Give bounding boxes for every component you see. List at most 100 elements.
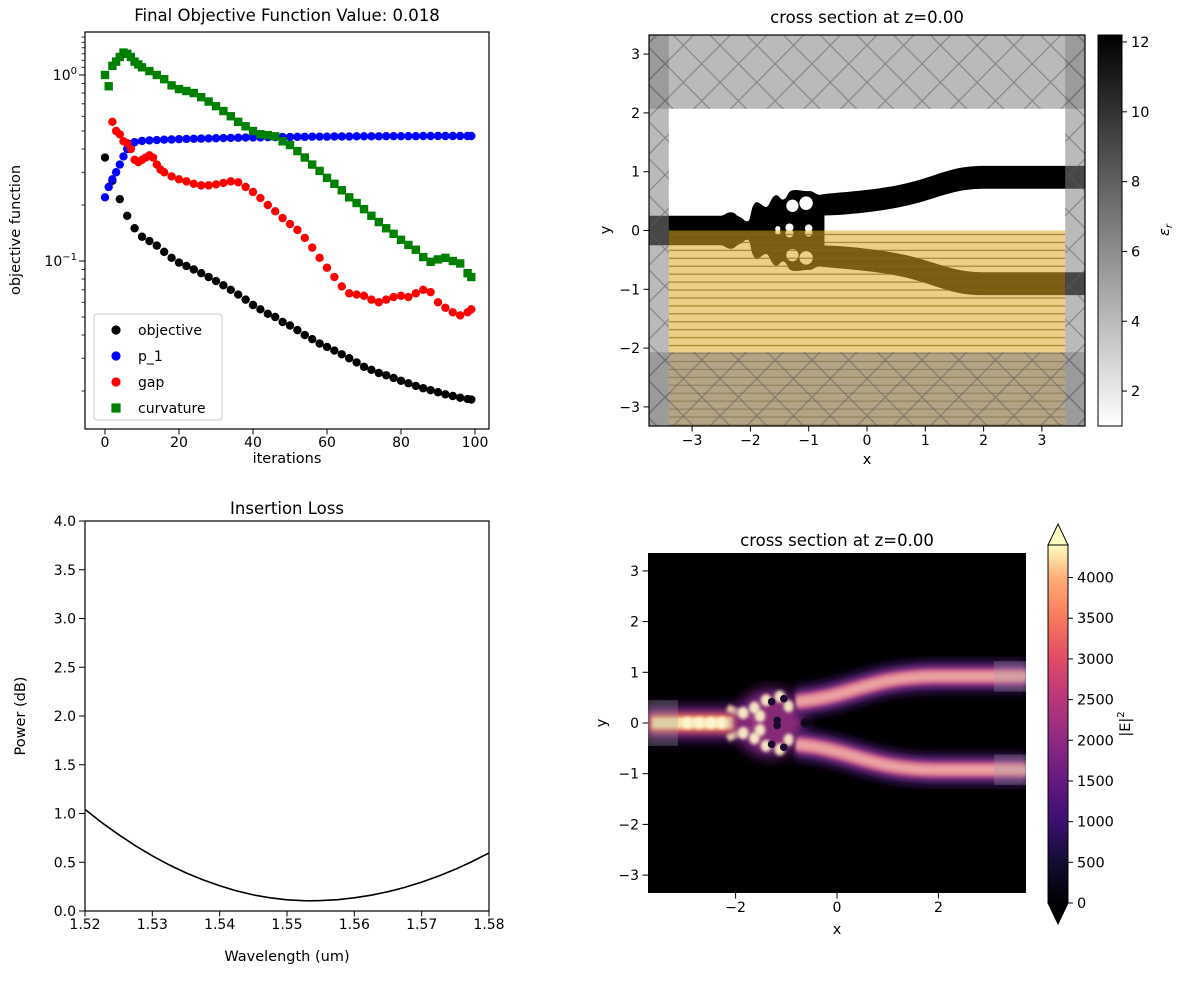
panel-field: cross section at z=0.00 x y −2 0 2 −3 −2 −1 0 1… <box>594 522 1134 938</box>
data-point <box>367 365 376 375</box>
data-point <box>456 393 465 402</box>
data-point <box>374 217 383 227</box>
data-point <box>315 166 324 176</box>
data-point <box>160 247 169 257</box>
y-tick-label: −1 <box>618 767 639 783</box>
colorbar-tick-label: 4000 <box>1077 571 1114 587</box>
objective-y-axis-label: objective function <box>8 165 24 295</box>
legend-label: p_1 <box>138 349 163 365</box>
data-point <box>448 131 457 141</box>
colorbar <box>1047 544 1069 904</box>
x-tick-label: −2 <box>740 433 761 449</box>
data-point <box>123 211 132 220</box>
data-point <box>337 186 346 195</box>
data-point <box>330 346 339 355</box>
data-point <box>130 224 139 233</box>
data-point <box>152 241 161 250</box>
data-point <box>404 379 413 388</box>
pml-region-hatch <box>1065 35 1085 426</box>
data-point <box>374 368 383 378</box>
x-tick-label: 0 <box>833 900 842 916</box>
data-point <box>396 376 406 385</box>
x-tick-label: 100 <box>462 435 489 451</box>
data-point <box>256 130 265 139</box>
data-point <box>308 243 317 252</box>
data-point <box>300 233 309 243</box>
data-point <box>219 178 228 188</box>
arm-bottom <box>794 727 1026 787</box>
data-point <box>337 282 346 291</box>
data-point <box>234 133 243 142</box>
data-point <box>219 106 228 116</box>
x-tick-label: 0 <box>101 435 110 451</box>
legend-marker-curvature <box>111 403 121 413</box>
data-point <box>367 211 376 220</box>
loss-title: Insertion Loss <box>230 499 344 518</box>
colorbar-tick-label: 6 <box>1131 244 1140 260</box>
y-tick-label: 1.0 <box>54 807 76 823</box>
data-point <box>293 225 302 235</box>
blob-dark-spot <box>773 721 782 730</box>
data-point <box>426 257 435 267</box>
data-point <box>241 182 250 192</box>
x-tick-label: 1.52 <box>69 917 100 933</box>
data-point <box>174 175 184 184</box>
data-point <box>330 132 339 141</box>
data-point <box>404 292 413 302</box>
colorbar-tick-label: 8 <box>1131 175 1140 191</box>
blob-lobe <box>754 724 766 737</box>
data-point <box>100 70 110 80</box>
data-point <box>419 252 428 262</box>
x-tick-label: 1.56 <box>339 917 370 933</box>
data-point <box>248 300 258 310</box>
data-point <box>160 74 169 84</box>
data-point <box>234 178 243 187</box>
data-point <box>308 160 317 169</box>
data-point <box>219 133 228 143</box>
legend-label: gap <box>138 375 164 391</box>
permittivity-image <box>649 35 1085 426</box>
data-point <box>352 358 361 367</box>
data-point <box>322 263 332 272</box>
data-point <box>426 131 435 141</box>
x-tick-label: 1.57 <box>406 917 437 933</box>
data-point <box>100 193 110 202</box>
data-point <box>293 132 302 142</box>
data-point <box>293 325 302 335</box>
data-point <box>174 258 184 267</box>
data-point <box>152 70 161 80</box>
loss-plot-area: 1.52 1.53 1.54 1.55 1.56 1.57 1.58 0.0 0.5 1.0 1.5… <box>54 514 505 933</box>
colorbar-tick-label: 500 <box>1077 855 1105 871</box>
data-point <box>126 52 136 62</box>
permittivity-x-axis-label: x <box>863 452 872 468</box>
colorbar-tick-label: 1500 <box>1077 774 1114 790</box>
structure-hole <box>799 196 813 210</box>
data-point <box>211 134 221 143</box>
data-point <box>315 253 324 263</box>
data-point <box>152 135 161 145</box>
data-point <box>330 179 339 189</box>
data-point <box>248 187 258 197</box>
data-point <box>241 133 250 142</box>
y-tick-label: 1.5 <box>54 758 76 774</box>
field-image <box>648 553 1026 893</box>
data-point <box>167 172 176 181</box>
data-point <box>374 132 383 141</box>
data-point <box>130 138 139 147</box>
data-point <box>197 181 206 190</box>
data-point <box>322 132 332 141</box>
data-point <box>352 198 361 208</box>
arm-glow-bright <box>796 672 1026 706</box>
data-point <box>211 180 221 189</box>
loss-y-axis-label: Power (dB) <box>13 677 29 756</box>
data-point <box>256 193 265 203</box>
panel-objective-history: Final Objective Function Value: 0.018 it… <box>8 6 490 467</box>
data-point <box>396 235 406 245</box>
data-point <box>211 101 221 111</box>
y-tick-label: 3 <box>630 564 639 580</box>
x-tick-label: 2 <box>979 433 988 449</box>
structure-hole <box>786 199 799 212</box>
data-point <box>467 272 476 282</box>
y-tick-label: 4.0 <box>54 514 76 530</box>
